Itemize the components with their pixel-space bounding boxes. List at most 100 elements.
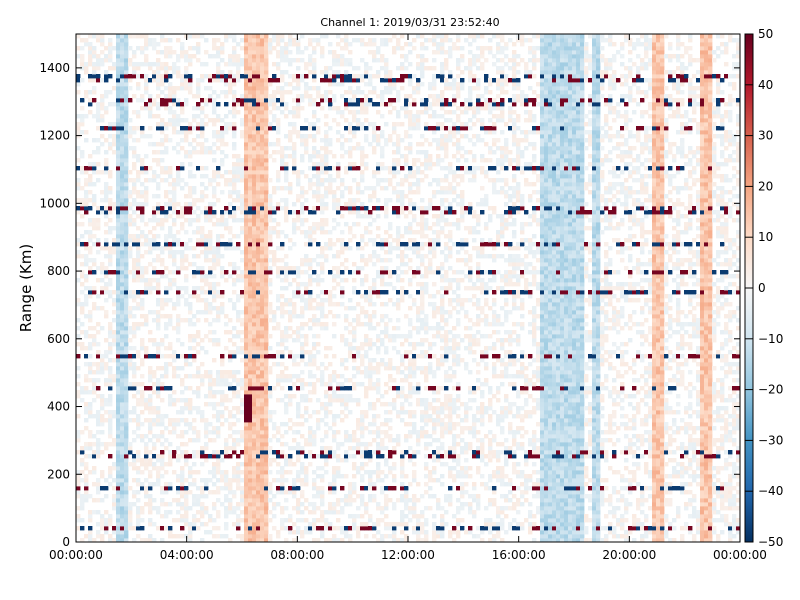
heatmap-cell [184,154,189,159]
heatmap-cell [292,58,297,63]
heatmap-cell [180,130,185,135]
heatmap-cell [132,34,137,39]
heatmap-cell [244,522,249,527]
heatmap-cell [232,374,237,379]
heatmap-cell [344,306,349,311]
heatmap-cell [156,482,161,487]
heatmap-cell [316,262,321,267]
heatmap-cell [272,314,277,319]
heatmap-cell [340,238,345,243]
heatmap-cell [156,298,161,303]
heatmap-cell [132,54,137,59]
heatmap-cell [156,258,161,263]
heatmap-cell [168,250,173,255]
heatmap-cell [108,518,113,523]
heatmap-cell [296,42,301,47]
heatmap-cell [152,214,157,219]
heatmap-cell [236,462,241,467]
heatmap-cell [344,430,349,435]
heatmap-cell [132,66,137,71]
heatmap-cell [328,502,333,507]
heatmap-cell [244,254,249,259]
heatmap-cell [244,462,249,467]
heatmap-cell [264,162,269,167]
heatmap-cell [316,242,321,247]
heatmap-cell [124,510,129,515]
heatmap-cell [200,174,205,179]
heatmap-cell [300,434,305,439]
heatmap-cell [108,206,113,211]
heatmap-cell [156,434,161,439]
heatmap-cell [252,522,257,527]
heatmap-cell [92,342,97,347]
heatmap-cell [148,474,153,479]
heatmap-cell [256,158,261,163]
heatmap-cell [116,438,121,443]
heatmap-cell [260,298,265,303]
heatmap-cell [164,146,169,151]
heatmap-cell [176,54,181,59]
heatmap-cell [276,138,281,143]
heatmap-cell [340,46,345,51]
heatmap-cell [244,258,249,263]
heatmap-cell [264,342,269,347]
heatmap-cell [280,266,285,271]
heatmap-cell [100,170,105,175]
heatmap-cell [256,54,261,59]
heatmap-cell [136,306,141,311]
heatmap-cell [152,210,157,215]
heatmap-cell [344,402,349,407]
heatmap-cell [156,270,161,275]
heatmap-cell [244,262,249,267]
heatmap-cell [248,218,253,223]
heatmap-cell [252,478,257,483]
heatmap-cell [124,290,129,295]
heatmap-cell [136,510,141,515]
heatmap-cell [144,238,149,243]
heatmap-cell [352,474,357,479]
heatmap-cell [120,414,125,419]
heatmap-cell [320,306,325,311]
heatmap-cell [316,490,321,495]
heatmap-cell [76,182,81,187]
heatmap-cell [252,354,257,359]
heatmap-cell [284,458,289,463]
heatmap-cell [96,522,101,527]
heatmap-cell [200,210,205,215]
heatmap-cell [260,58,265,63]
heatmap-cell [116,482,121,487]
heatmap-cell [272,46,277,51]
heatmap-cell [148,470,153,475]
heatmap-cell [316,426,321,431]
heatmap-cell [288,398,293,403]
heatmap-cell [116,170,121,175]
heatmap-cell [144,354,149,359]
heatmap-cell [172,182,177,187]
heatmap-cell [276,362,281,367]
heatmap-cell [252,390,257,395]
heatmap-cell [360,294,365,299]
heatmap-cell [292,270,297,275]
heatmap-cell [76,254,81,259]
heatmap-cell [124,214,129,219]
heatmap-cell [256,270,261,275]
heatmap-cell [184,134,189,139]
heatmap-cell [148,462,153,467]
heatmap-cell [152,62,157,67]
heatmap-cell [248,318,253,323]
heatmap-cell [284,410,289,415]
heatmap-cell [216,62,221,67]
heatmap-cell [296,502,301,507]
heatmap-cell [84,170,89,175]
heatmap-cell [248,194,253,199]
heatmap-cell [360,110,365,115]
heatmap-cell [312,362,317,367]
heatmap-cell [224,130,229,135]
heatmap-cell [244,86,249,91]
heatmap-cell [184,462,189,467]
heatmap-cell [164,126,169,131]
heatmap-cell [88,390,93,395]
heatmap-cell [124,258,129,263]
heatmap-cell [264,262,269,267]
heatmap-cell [92,138,97,143]
